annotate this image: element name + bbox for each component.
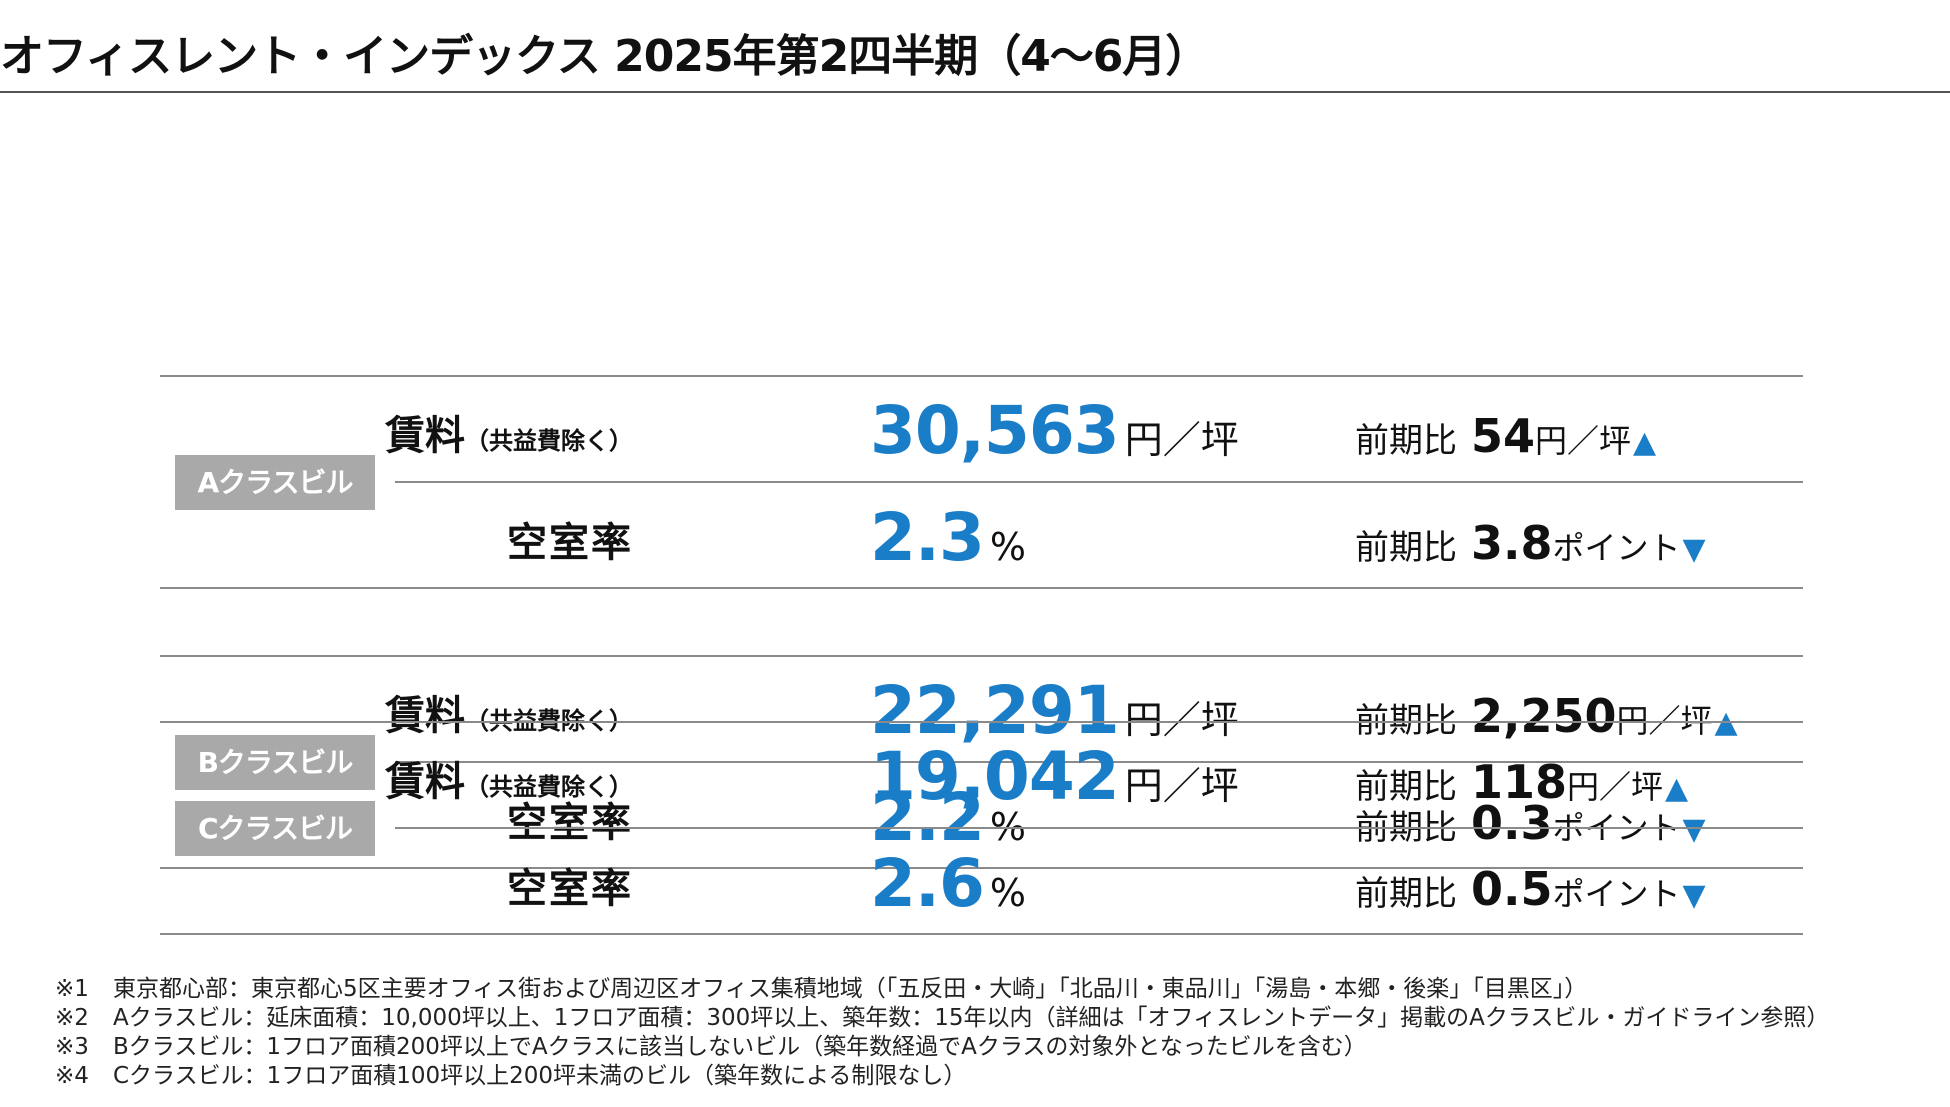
down-triangle-icon: ▼: [1682, 878, 1706, 913]
vacancy-row: 空室率 2.6% 前期比 0.5ポイント▼: [160, 845, 1803, 926]
rent-row: 賃料（共益費除く） 30,563 円／坪 前期比 54円／坪▲: [160, 392, 1803, 473]
rent-value: 22,291 円／坪: [870, 672, 1239, 749]
page-title: オフィスレント・インデックス 2025年第2四半期（4～6月）: [0, 31, 1209, 82]
rent-unit: 円／坪: [1124, 764, 1239, 808]
vacancy-row: 空室率 2.3% 前期比 3.8ポイント▼: [160, 499, 1803, 580]
vacancy-number: 2.3: [870, 499, 985, 576]
class-badge: Cクラスビル: [175, 801, 375, 856]
rent-number: 22,291: [870, 672, 1120, 749]
vacancy-change-value: 3.8: [1471, 516, 1553, 570]
change-label: 前期比: [1355, 874, 1457, 914]
vacancy-label-main: 空室率: [507, 800, 633, 846]
rent-label-sub: （共益費除く）: [465, 773, 633, 801]
block-top-rule: [160, 375, 1803, 377]
rent-label: 賃料（共益費除く）: [385, 403, 633, 461]
rent-label-main: 賃料: [385, 693, 465, 739]
footnote-mark: ※4: [55, 1063, 89, 1089]
block-mid-rule: [395, 761, 1803, 763]
footnotes: ※1 東京都心部：東京都心5区主要オフィス街および周辺区オフィス集積地域（「五反田…: [55, 975, 1829, 1091]
rent-change: 前期比 54円／坪▲: [1355, 409, 1656, 463]
rent-unit: 円／坪: [1124, 698, 1239, 742]
vacancy-row: 空室率 2.2% 前期比 0.3ポイント▼: [160, 779, 1803, 860]
rent-row: 賃料（共益費除く） 19,042 円／坪 前期比 118円／坪▲: [160, 738, 1803, 819]
vacancy-unit: %: [989, 525, 1027, 569]
footnote-text: 東京都心部：東京都心5区主要オフィス街および周辺区オフィス集積地域（「五反田・大…: [113, 976, 1588, 1002]
footnote-mark: ※2: [55, 1005, 89, 1031]
up-triangle-icon: ▲: [1633, 425, 1657, 460]
rent-change-value: 2,250: [1471, 689, 1617, 743]
class-a-block: Aクラスビル 賃料（共益費除く） 30,563 円／坪 前期比 54円／坪▲ 空室率…: [160, 375, 1803, 595]
class-badge: Bクラスビル: [175, 735, 375, 790]
vacancy-label-main: 空室率: [507, 520, 633, 566]
class-badge: Aクラスビル: [175, 455, 375, 510]
point-unit: ポイント: [1552, 875, 1681, 913]
class-c-block-visible: Cクラスビル 賃料（共益費除く） 19,042 円／坪 前期比 118円／坪▲ 空室…: [160, 721, 1803, 941]
rent-label-sub: （共益費除く）: [465, 427, 633, 455]
footnote-1: ※1 東京都心部：東京都心5区主要オフィス街および周辺区オフィス集積地域（「五反田…: [55, 975, 1829, 1004]
rent-change-unit: 円／坪: [1535, 422, 1632, 460]
down-triangle-icon: ▼: [1682, 812, 1706, 847]
vacancy-change-value: 0.5: [1471, 862, 1553, 916]
rent-number: 19,042: [870, 738, 1120, 815]
rent-value: 30,563 円／坪: [870, 392, 1239, 469]
block-top-rule: [160, 655, 1803, 657]
up-triangle-icon: ▲: [1665, 771, 1689, 806]
change-label: 前期比: [1355, 421, 1457, 461]
vacancy-value: 2.6%: [870, 845, 1026, 922]
down-triangle-icon: ▼: [1682, 532, 1706, 567]
block-mid-rule: [395, 481, 1803, 483]
vacancy-change: 前期比 3.8ポイント▼: [1355, 516, 1706, 570]
footnote-text: Cクラスビル：1フロア面積100坪以上200坪未満のビル（築年数による制限なし）: [113, 1063, 967, 1089]
rent-change: 前期比 118円／坪▲: [1355, 755, 1688, 809]
vacancy-change-value: 0.3: [1471, 796, 1553, 850]
class-b-block: Bクラスビル 賃料（共益費除く） 22,291 円／坪 前期比 2,250円／坪▲ …: [160, 655, 1803, 875]
rent-label: 賃料（共益費除く）: [385, 749, 633, 807]
vacancy-unit: %: [989, 871, 1027, 915]
vacancy-label: 空室率: [507, 856, 633, 914]
footnote-mark: ※1: [55, 976, 89, 1002]
block-top-rule: [160, 721, 1803, 723]
change-label: 前期比: [1355, 767, 1457, 807]
point-unit: ポイント: [1552, 529, 1681, 567]
vacancy-label: 空室率: [507, 510, 633, 568]
rent-change-unit: 円／坪: [1567, 768, 1664, 806]
footnote-text: Aクラスビル：延床面積：10,000坪以上、1フロア面積：300坪以上、築年数：…: [113, 1005, 1830, 1031]
footnote-mark: ※3: [55, 1034, 89, 1060]
vacancy-label-main: 空室率: [507, 866, 633, 912]
rent-change-value: 54: [1471, 409, 1536, 463]
footnote-2: ※2 Aクラスビル：延床面積：10,000坪以上、1フロア面積：300坪以上、築年…: [55, 1004, 1829, 1033]
rent-label-main: 賃料: [385, 413, 465, 459]
change-label: 前期比: [1355, 528, 1457, 568]
rent-unit: 円／坪: [1124, 418, 1239, 462]
footnote-3: ※3 Bクラスビル：1フロア面積200坪以上でAクラスに該当しないビル（築年数経過…: [55, 1033, 1829, 1062]
block-bottom-rule: [160, 933, 1803, 935]
rent-label-main: 賃料: [385, 759, 465, 805]
rent-number: 30,563: [870, 392, 1120, 469]
footnote-4: ※4 Cクラスビル：1フロア面積100坪以上200坪未満のビル（築年数による制限な…: [55, 1062, 1829, 1091]
rent-value: 19,042 円／坪: [870, 738, 1239, 815]
vacancy-value: 2.3%: [870, 499, 1026, 576]
vacancy-number: 2.6: [870, 845, 985, 922]
vacancy-change: 前期比 0.5ポイント▼: [1355, 862, 1706, 916]
block-mid-rule: [395, 827, 1803, 829]
block-bottom-rule: [160, 867, 1803, 869]
rent-change-value: 118: [1471, 755, 1568, 809]
vacancy-value: 2.2%: [870, 779, 1026, 856]
block-bottom-rule: [160, 587, 1803, 589]
title-divider: [0, 91, 1950, 93]
vacancy-number: 2.2: [870, 779, 985, 856]
vacancy-label: 空室率: [507, 790, 633, 848]
footnote-text: Bクラスビル：1フロア面積200坪以上でAクラスに該当しないビル（築年数経過でA…: [113, 1034, 1367, 1060]
